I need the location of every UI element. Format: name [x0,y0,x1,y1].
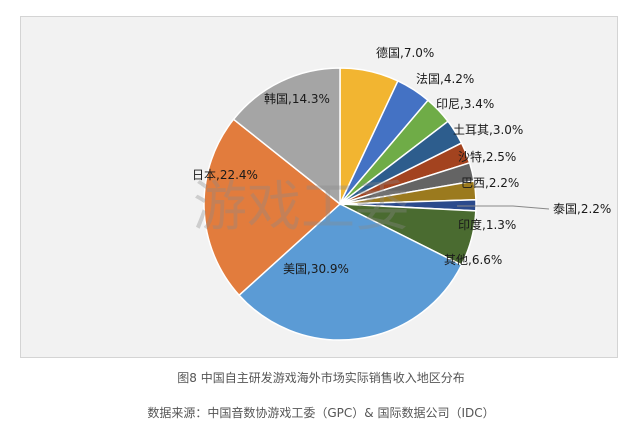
pie-chart: 游戏工委 德国,7.0% 法国,4.2% 印尼,3.4% 土耳其,3.0% 沙特,2.5… [192,45,611,341]
leader-line [457,205,550,210]
slice-label-10: 美国,30.9% [283,262,349,276]
watermark-text: 游戏工委 [193,175,409,238]
slice-label-1: 德国,7.0% [376,45,434,60]
slice-label-5: 沙特,2.5% [458,149,516,164]
labels-layer: 德国,7.0% 法国,4.2% 印尼,3.4% 土耳其,3.0% 沙特,2.5% 巴西,2… [192,45,611,276]
figure-caption: 图8 中国自主研发游戏海外市场实际销售收入地区分布 [177,371,465,385]
chart-frame: 游戏工委 德国,7.0% 法国,4.2% 印尼,3.4% 土耳其,3.0% 沙特,2.5… [20,16,618,358]
slice-label-2: 法国,4.2% [416,72,474,86]
slice-label-8: 印度,1.3% [458,217,516,232]
slice-label-9: 其他,6.6% [444,253,502,267]
pie-slice-11 [203,118,342,297]
source-caption: 数据来源：中国音数协游戏工委（GPC）& 国际数据公司（IDC） [147,406,495,420]
pie-slice-12 [232,67,341,206]
slice-label-4: 土耳其,3.0% [453,123,523,137]
pie-slice-10 [238,203,463,341]
slices-layer [203,67,477,341]
slice-label-7: 泰国,2.2% [553,202,611,216]
slice-label-12: 韩国,14.3% [264,91,330,106]
slice-label-6: 巴西,2.2% [461,176,519,190]
slice-label-11: 日本,22.4% [192,168,258,182]
slice-label-3: 印尼,3.4% [436,97,494,111]
